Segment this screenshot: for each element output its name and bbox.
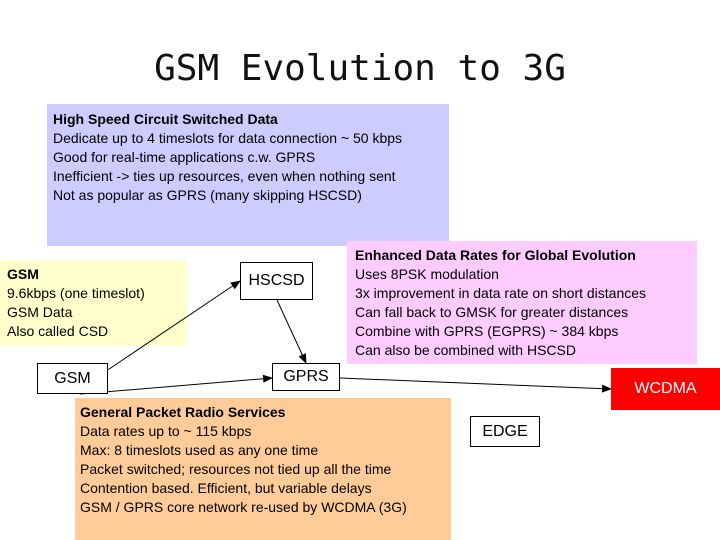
- hscsd-info-line: Not as popular as GPRS (many skipping HS…: [53, 187, 362, 203]
- edge-node: EDGE: [470, 416, 540, 447]
- edge-info-line: Can fall back to GMSK for greater distan…: [355, 304, 629, 320]
- edge-info-line: 3x improvement in data rate on short dis…: [355, 285, 647, 301]
- hscsd-info-heading: High Speed Circuit Switched Data: [53, 111, 278, 127]
- gsm-info-line: Also called CSD: [7, 323, 109, 339]
- wcdma-node: WCDMA: [611, 368, 720, 410]
- edge-info-line: Uses 8PSK modulation: [355, 266, 499, 282]
- gsm-info-box: GSM 9.6kbps (one timeslot) GSM Data Also…: [0, 260, 187, 346]
- hscsd-info-line: Inefficient -> ties up resources, even w…: [53, 168, 396, 184]
- gprs-info-box: General Packet Radio Services Data rates…: [75, 398, 451, 540]
- gprs-node: GPRS: [272, 363, 340, 391]
- gsm-info-line: GSM Data: [7, 304, 73, 320]
- gprs-info-line: Packet switched; resources not tied up a…: [80, 461, 392, 477]
- gprs-info-line: Max: 8 timeslots used as any one time: [80, 442, 319, 458]
- gprs-info-line: GSM / GPRS core network re-used by WCDMA…: [80, 499, 407, 515]
- hscsd-info-box: High Speed Circuit Switched Data Dedicat…: [47, 104, 449, 246]
- gprs-info-line: Contention based. Efficient, but variabl…: [80, 480, 372, 496]
- slide-title: GSM Evolution to 3G: [154, 48, 566, 89]
- arrow-hscsd-to-gprs: [276, 299, 307, 364]
- arrow-gprs-to-wcdma: [339, 377, 612, 393]
- gprs-info-heading: General Packet Radio Services: [80, 404, 286, 420]
- hscsd-info-line: Dedicate up to 4 timeslots for data conn…: [53, 130, 403, 146]
- edge-info-line: Combine with GPRS (EGPRS) ~ 384 kbps: [355, 323, 619, 339]
- edge-info-box: Enhanced Data Rates for Global Evolution…: [347, 241, 697, 364]
- arrow-gsm-to-gprs: [79, 374, 273, 395]
- hscsd-node: HSCSD: [240, 262, 313, 300]
- gsm-info-line: 9.6kbps (one timeslot): [7, 285, 145, 301]
- gsm-info-heading: GSM: [7, 266, 39, 282]
- gsm-node: GSM: [37, 363, 108, 394]
- edge-info-heading: Enhanced Data Rates for Global Evolution: [355, 247, 636, 263]
- hscsd-info-line: Good for real-time applications c.w. GPR…: [53, 149, 316, 165]
- gprs-info-line: Data rates up to ~ 115 kbps: [80, 423, 252, 439]
- edge-info-line: Can also be combined with HSCSD: [355, 342, 576, 358]
